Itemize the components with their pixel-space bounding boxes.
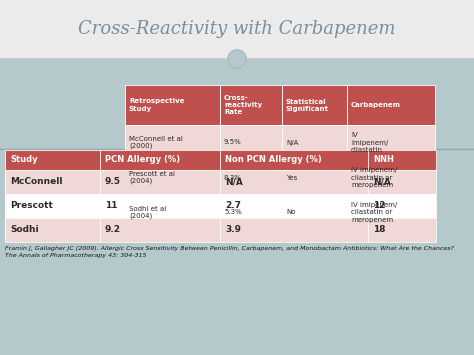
Bar [100,194,220,218]
Bar [220,194,368,218]
Bar [220,160,282,195]
Text: Cross-
reactivity
Rate: Cross- reactivity Rate [224,95,262,115]
Bar [100,218,220,242]
Text: McConnell et al
(2000): McConnell et al (2000) [129,136,183,149]
Bar [125,85,220,125]
Text: McConnell: McConnell [10,178,63,186]
Bar [368,150,436,170]
Text: Cross-Reactivity with Carbapenem: Cross-Reactivity with Carbapenem [78,20,396,38]
Bar [368,170,436,194]
Text: N/A: N/A [225,178,243,186]
Text: NNH: NNH [373,155,394,164]
Circle shape [228,50,246,68]
Bar [100,150,220,170]
Bar [100,170,220,194]
Text: Prescott et al
(2004): Prescott et al (2004) [129,171,175,184]
Text: 8.3%: 8.3% [224,175,242,180]
Text: Study: Study [10,155,37,164]
Text: 9.2: 9.2 [105,225,121,235]
Text: 11: 11 [105,202,118,211]
Text: IV
Imipenem/
cilastatin: IV Imipenem/ cilastatin [351,132,388,153]
Text: N/A: N/A [373,178,391,186]
Bar [5,218,100,242]
Bar [220,170,368,194]
Text: Carbapenem: Carbapenem [351,102,401,108]
Bar [282,85,347,125]
Text: IV imipenem/
cilastatin or
meropenem: IV imipenem/ cilastatin or meropenem [351,167,397,188]
Text: N/A: N/A [286,140,298,146]
Text: 3.9: 3.9 [225,225,241,235]
Bar [125,160,220,195]
Text: 18: 18 [373,225,385,235]
Text: IV imipenem/
cilastatin or
meropenem: IV imipenem/ cilastatin or meropenem [351,202,397,223]
Text: No: No [286,209,295,215]
Text: Sodhi et al
(2004): Sodhi et al (2004) [129,206,166,219]
Text: 9.5: 9.5 [105,178,121,186]
Text: Framin J, Gallagher JC (2009). Allergic Cross Sensitivity Between Penicillin, Ca: Framin J, Gallagher JC (2009). Allergic … [5,246,454,251]
Bar [368,194,436,218]
Text: Retrospective
Study: Retrospective Study [129,98,184,111]
Bar [125,125,220,160]
Bar [220,150,368,170]
Text: Sodhi: Sodhi [10,225,38,235]
Text: Yes: Yes [286,175,297,180]
Text: 2.7: 2.7 [225,202,241,211]
Bar [368,218,436,242]
Text: Prescott: Prescott [10,202,53,211]
Text: 12: 12 [373,202,385,211]
Text: Statistical
Significant: Statistical Significant [286,98,329,111]
Bar [5,170,100,194]
Bar [5,150,100,170]
Text: 5.3%: 5.3% [224,209,242,215]
Bar [5,150,436,242]
Bar [220,195,282,230]
Text: 9.5%: 9.5% [224,140,242,146]
Text: Non PCN Allergy (%): Non PCN Allergy (%) [225,155,322,164]
Bar [125,195,220,230]
Bar [5,194,100,218]
Text: PCN Allergy (%): PCN Allergy (%) [105,155,180,164]
Text: The Annals of Pharmacotherapy 43: 304-315: The Annals of Pharmacotherapy 43: 304-31… [5,253,146,258]
Bar [282,195,347,230]
Bar [347,125,435,160]
Bar [220,125,282,160]
Bar [220,85,282,125]
Bar [0,0,474,58]
Bar [347,195,435,230]
Bar [347,85,435,125]
Bar [220,218,368,242]
Bar [347,160,435,195]
Bar [282,125,347,160]
Bar [282,160,347,195]
